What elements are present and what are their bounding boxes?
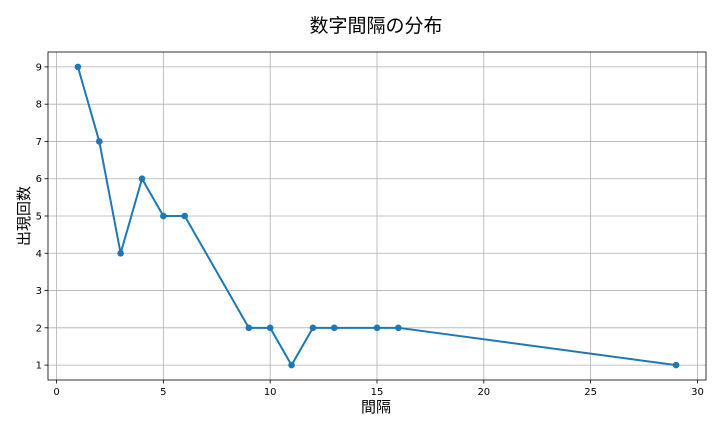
x-tick-label: 30 xyxy=(691,387,704,398)
data-point xyxy=(309,324,317,332)
y-tick-label: 3 xyxy=(36,286,42,297)
x-tick-label: 10 xyxy=(264,387,277,398)
data-point xyxy=(672,361,680,369)
y-tick-label: 1 xyxy=(36,361,42,372)
y-tick-label: 9 xyxy=(36,62,42,73)
y-tick-label: 6 xyxy=(36,174,42,185)
data-point xyxy=(373,324,381,332)
data-point xyxy=(266,324,274,332)
grid xyxy=(48,52,706,380)
data-point xyxy=(245,324,253,332)
data-point xyxy=(395,324,402,332)
chart-title: 数字間隔の分布 xyxy=(309,15,442,37)
y-tick-label: 4 xyxy=(36,249,42,260)
x-axis-label: 間隔 xyxy=(361,398,391,416)
axis-ticks: 0 5 10 15 20 25 30 1 2 3 4 5 6 7 8 9 xyxy=(36,62,704,398)
data-point xyxy=(74,63,82,71)
y-axis-label: 出現回数 xyxy=(15,186,33,246)
y-tick-label: 7 xyxy=(36,137,42,148)
series-group xyxy=(74,63,680,369)
data-point xyxy=(160,212,167,220)
x-tick-label: 5 xyxy=(160,387,166,398)
y-tick-label: 2 xyxy=(36,323,42,334)
data-point xyxy=(117,249,124,257)
data-point xyxy=(181,212,189,220)
data-point xyxy=(330,324,338,332)
data-point xyxy=(288,361,295,369)
y-tick-label: 8 xyxy=(36,100,42,111)
x-tick-label: 25 xyxy=(584,387,597,398)
data-point xyxy=(138,175,146,183)
series-line xyxy=(76,66,677,367)
y-tick-label: 5 xyxy=(36,212,42,223)
data-point xyxy=(95,138,103,145)
x-tick-label: 20 xyxy=(477,387,490,398)
x-tick-label: 0 xyxy=(53,387,59,398)
x-tick-label: 15 xyxy=(371,387,384,398)
